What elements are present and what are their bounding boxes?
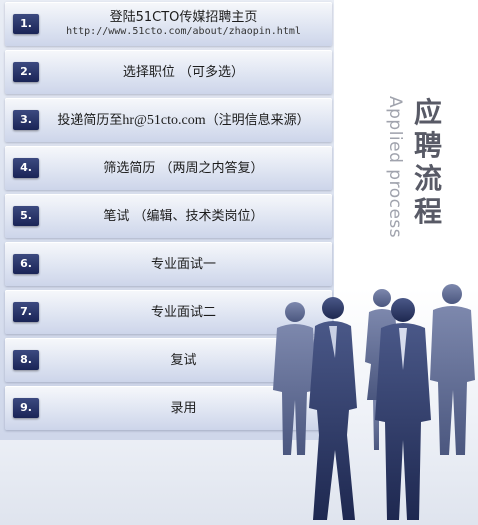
title-text: 应聘流程 bbox=[413, 96, 442, 228]
person-silhouette bbox=[309, 297, 357, 520]
page-title: 应聘流程 bbox=[413, 96, 443, 228]
step-3: 3. 投递简历至 hr@51cto.com （注明信息来源） bbox=[5, 98, 332, 142]
step-number: 1. bbox=[13, 14, 39, 34]
person-silhouette bbox=[273, 302, 317, 455]
business-people-illustration bbox=[273, 284, 475, 520]
step-label: 录用 bbox=[170, 400, 197, 416]
step-5: 5. 笔试 （编辑、技术类岗位） bbox=[5, 194, 332, 238]
step-9: 9. 录用 bbox=[5, 386, 332, 430]
step-label: 投递简历至 bbox=[57, 112, 123, 128]
step-number: 6. bbox=[13, 254, 39, 274]
zhaopin-url-link[interactable]: http://www.51cto.com/about/zhaopin.html bbox=[66, 25, 301, 37]
person-silhouette bbox=[430, 284, 475, 455]
step-number: 4. bbox=[13, 158, 39, 178]
person-silhouette bbox=[375, 298, 431, 520]
step-number: 3. bbox=[13, 110, 39, 130]
step-label: 专业面试一 bbox=[150, 256, 216, 272]
step-label: 专业面试二 bbox=[150, 304, 216, 320]
step-label: 笔试 （编辑、技术类岗位） bbox=[103, 208, 264, 224]
step-4: 4. 筛选简历 （两周之内答复） bbox=[5, 146, 332, 190]
step-label: 复试 bbox=[170, 352, 197, 368]
step-7: 7. 专业面试二 bbox=[5, 290, 332, 334]
step-number: 9. bbox=[13, 398, 39, 418]
step-label: 选择职位 （可多选） bbox=[122, 64, 245, 80]
step-label-note: （注明信息来源） bbox=[205, 112, 310, 128]
step-number: 8. bbox=[13, 350, 39, 370]
step-number: 7. bbox=[13, 302, 39, 322]
step-2: 2. 选择职位 （可多选） bbox=[5, 50, 332, 94]
step-number: 5. bbox=[13, 206, 39, 226]
hr-email: hr@51cto.com bbox=[122, 112, 206, 128]
step-label: 筛选简历 （两周之内答复） bbox=[103, 160, 264, 176]
subtitle-vertical: Applied process bbox=[385, 96, 405, 239]
step-number: 2. bbox=[13, 62, 39, 82]
step-1: 1. 登陆51CTO传媒招聘主页 http://www.51cto.com/ab… bbox=[5, 2, 332, 46]
step-label: 登陆51CTO传媒招聘主页 bbox=[109, 9, 258, 25]
step-6: 6. 专业面试一 bbox=[5, 242, 332, 286]
